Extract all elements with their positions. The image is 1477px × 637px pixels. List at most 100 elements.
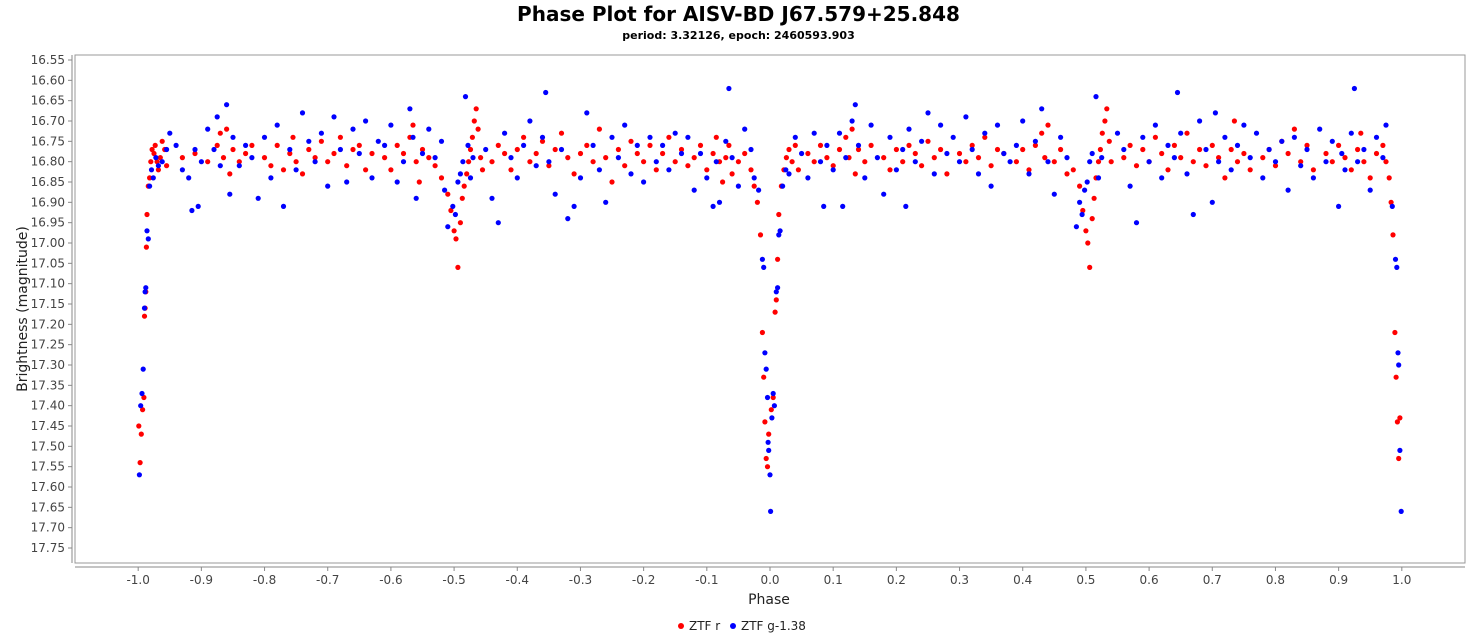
- ztf-g-point: [1121, 146, 1127, 153]
- ztf-r-point: [1104, 106, 1110, 112]
- ztf-r-point: [413, 159, 419, 165]
- ztf-g-point: [751, 175, 757, 181]
- ztf-r-point: [609, 179, 615, 185]
- ztf-g-point: [887, 134, 893, 140]
- ztf-g-point: [653, 159, 659, 165]
- ztf-r-point: [963, 159, 969, 165]
- ztf-g-point: [1197, 118, 1203, 124]
- ztf-g-point: [805, 175, 811, 181]
- ztf-g-point: [147, 183, 153, 189]
- ztf-r-point: [1216, 155, 1222, 161]
- ztf-g-point: [462, 94, 469, 100]
- ztf-r-point: [147, 175, 153, 181]
- ztf-r-point: [546, 163, 552, 169]
- ztf-g-point: [868, 122, 874, 128]
- ztf-r-point: [558, 130, 565, 136]
- ztf-r-point: [479, 167, 486, 173]
- ztf-r-point: [710, 150, 716, 157]
- x-tick-label: -0.3: [569, 573, 592, 587]
- ztf-g-point: [356, 150, 362, 157]
- ztf-r-point: [159, 138, 165, 144]
- ztf-r-point: [1231, 118, 1237, 124]
- ztf-g-point: [777, 228, 783, 234]
- x-tick-label: 0.5: [1076, 573, 1095, 587]
- ztf-g-point: [1082, 187, 1088, 193]
- ztf-r-point: [432, 163, 438, 169]
- ztf-g-point: [672, 130, 678, 136]
- ztf-r-point: [1358, 130, 1364, 136]
- ztf-r-point: [805, 150, 811, 157]
- ztf-g-point: [762, 350, 768, 356]
- ztf-r-point: [1222, 175, 1228, 181]
- ztf-r-point: [720, 179, 726, 185]
- ztf-r-point: [1013, 159, 1020, 165]
- ztf-r-point: [227, 171, 233, 177]
- ztf-g-point: [442, 187, 448, 193]
- ztf-r-point: [571, 171, 577, 177]
- ztf-g-point: [1383, 122, 1389, 128]
- x-tick-label: 1.0: [1392, 573, 1411, 587]
- ztf-r-point: [1393, 374, 1399, 380]
- ztf-g-point: [577, 175, 584, 181]
- ztf-r-point: [1045, 122, 1051, 128]
- ztf-r-point: [325, 159, 331, 165]
- ztf-r-point: [988, 163, 994, 169]
- y-tick-label: 17.45: [31, 419, 65, 433]
- ztf-r-point: [138, 431, 144, 437]
- ztf-g-point: [830, 167, 836, 173]
- ztf-r-point: [919, 163, 925, 169]
- ztf-g-point: [771, 403, 778, 409]
- ztf-r-point: [1260, 155, 1266, 161]
- ztf-g-point: [306, 138, 312, 144]
- ztf-r-point: [416, 179, 422, 185]
- ztf-g-point: [759, 256, 766, 262]
- ztf-g-point: [906, 126, 912, 132]
- ztf-r-point: [539, 138, 546, 144]
- ztf-g-point: [452, 211, 458, 218]
- ztf-g-point: [243, 142, 249, 148]
- ztf-g-point: [855, 142, 862, 148]
- ztf-r-point: [299, 171, 306, 177]
- ztf-r-point: [220, 155, 227, 161]
- ztf-r-point: [768, 407, 774, 413]
- ztf-g-point: [660, 142, 666, 148]
- ztf-r-point: [729, 171, 735, 177]
- ztf-g-point: [765, 439, 771, 445]
- ztf-g-point: [205, 126, 211, 132]
- ztf-r-point: [795, 167, 802, 173]
- ztf-g-point: [1336, 203, 1342, 209]
- y-tick-label: 17.60: [31, 480, 65, 494]
- ztf-r-point: [783, 155, 790, 161]
- ztf-g-point: [609, 134, 615, 140]
- ztf-r-point: [1367, 175, 1373, 181]
- ztf-r-point: [344, 163, 350, 169]
- ztf-r-point: [770, 394, 776, 401]
- ztf-r-point: [261, 155, 268, 161]
- ztf-r-point: [356, 142, 362, 148]
- ztf-g-point: [1133, 220, 1140, 226]
- ztf-g-point: [919, 138, 925, 144]
- ztf-r-point: [1197, 146, 1203, 153]
- ztf-r-point: [1085, 240, 1091, 246]
- ztf-r-point: [1165, 167, 1171, 173]
- ztf-r-point: [1234, 159, 1241, 165]
- ztf-g-point: [666, 167, 672, 173]
- ztf-g-point: [1272, 159, 1279, 165]
- ztf-r-point: [141, 313, 148, 319]
- ztf-r-point: [761, 374, 767, 380]
- ztf-r-point: [925, 138, 931, 144]
- ztf-r-point: [1298, 159, 1304, 165]
- ztf-r-point: [527, 159, 533, 165]
- ztf-g-point: [792, 134, 798, 140]
- ztf-r-point: [773, 297, 779, 303]
- legend-label-ztf-g: ZTF g-1.38: [741, 619, 806, 633]
- ztf-r-point: [628, 138, 634, 144]
- ztf-g-point: [261, 134, 268, 140]
- ztf-g-point: [783, 167, 789, 173]
- ztf-r-point: [647, 142, 653, 148]
- ztf-g-point: [1373, 134, 1380, 140]
- ztf-g-point: [881, 191, 887, 197]
- ztf-r-point: [678, 146, 685, 153]
- ztf-r-point: [912, 150, 918, 157]
- ztf-r-point: [1304, 142, 1310, 148]
